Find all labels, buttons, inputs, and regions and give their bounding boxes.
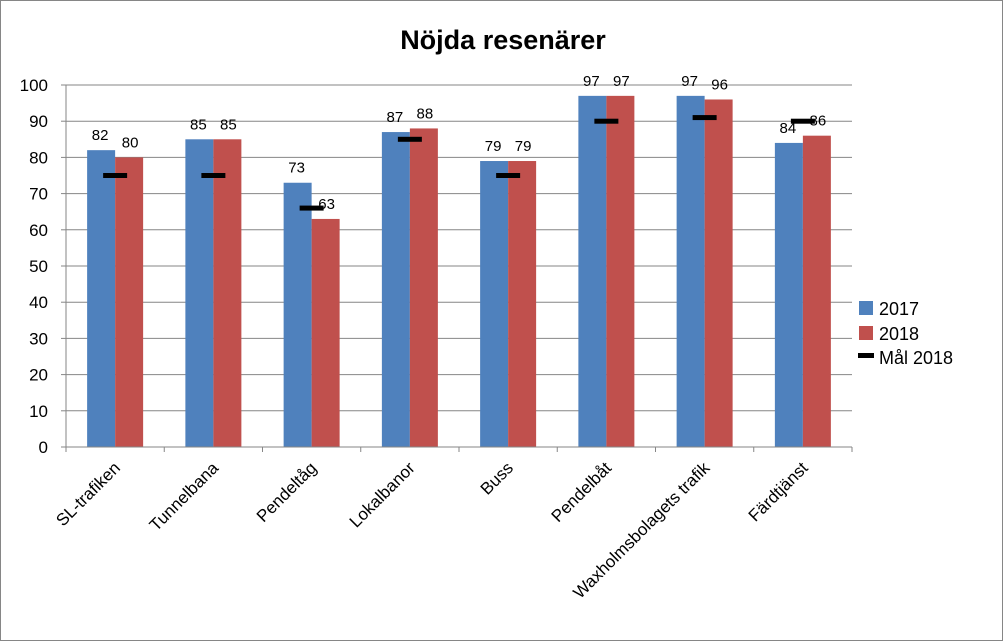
- bar-2017-2: [283, 182, 312, 448]
- bar-2017-7: [774, 142, 803, 448]
- legend-swatch-target: [858, 353, 874, 358]
- bar-2018-3: [409, 128, 438, 447]
- data-label-2017-0: 82: [92, 127, 109, 144]
- category-label-4: Buss: [477, 458, 517, 498]
- bar-2018-7: [802, 135, 831, 447]
- category-label-1: Tunnelbana: [146, 458, 223, 535]
- bar-2017-5: [578, 95, 607, 448]
- category-label-0: SL-trafiken: [52, 458, 124, 530]
- target-marker-5: [594, 118, 619, 124]
- y-tick-label-70: 70: [29, 185, 48, 204]
- target-marker-0: [103, 173, 128, 178]
- category-label-3: Lokalbanor: [346, 458, 419, 531]
- bar-2018-5: [606, 95, 635, 448]
- bar-2018-2: [311, 218, 340, 447]
- data-label-2018-0: 80: [122, 134, 139, 151]
- bar-2018-0: [115, 157, 144, 447]
- target-marker-4: [496, 173, 521, 178]
- data-label-2017-4: 79: [485, 138, 502, 155]
- data-label-2017-2: 73: [288, 160, 305, 177]
- legend-label-2017: 2017: [879, 299, 919, 319]
- legend-label-target: Mål 2018: [879, 348, 953, 368]
- y-tick-label-0: 0: [39, 438, 48, 457]
- data-label-2018-6: 96: [711, 76, 728, 93]
- target-marker-2: [299, 205, 324, 211]
- category-label-2: Pendeltåg: [253, 458, 321, 526]
- legend-swatch-2017: [859, 301, 873, 315]
- y-tick-label-60: 60: [29, 221, 48, 240]
- data-label-2018-4: 79: [515, 138, 532, 155]
- legend-label-2018: 2018: [879, 324, 919, 344]
- y-tick-label-50: 50: [29, 257, 48, 276]
- bar-2018-6: [704, 99, 733, 447]
- bar-2017-3: [381, 132, 410, 447]
- bar-2017-0: [87, 150, 116, 447]
- target-marker-1: [201, 173, 226, 178]
- data-label-2017-7: 84: [780, 120, 797, 137]
- category-label-7: Färdtjänst: [745, 458, 812, 525]
- gridlines: [66, 84, 852, 412]
- bar-2017-1: [185, 139, 214, 448]
- data-label-2017-6: 97: [681, 73, 698, 90]
- bar-2018-4: [508, 161, 537, 447]
- y-tick-label-20: 20: [29, 366, 48, 385]
- x-axis-category-labels: SL-trafiken Tunnelbana Pendeltåg Lokalbanor…: [52, 447, 853, 602]
- chart-title: Nöjda resenärer: [400, 25, 606, 55]
- target-marker-6: [692, 115, 717, 121]
- target-marker-7: [790, 118, 815, 124]
- target-markers: [103, 115, 815, 211]
- target-marker-3: [397, 136, 422, 142]
- bar-2017-6: [676, 95, 705, 448]
- data-label-2017-1: 85: [190, 116, 207, 133]
- category-label-5: Pendelbåt: [548, 458, 616, 526]
- legend: 2017 2018 Mål 2018: [858, 299, 953, 368]
- data-label-2017-5: 97: [583, 73, 600, 90]
- bars: [87, 95, 831, 448]
- data-label-2018-3: 88: [417, 105, 434, 122]
- bar-2017-4: [480, 161, 509, 447]
- data-label-2018-7: 86: [810, 113, 827, 130]
- y-tick-label-90: 90: [29, 112, 48, 131]
- data-label-2018-1: 85: [220, 116, 237, 133]
- legend-swatch-2018: [859, 326, 873, 340]
- data-label-2018-5: 97: [613, 73, 630, 90]
- y-tick-label-80: 80: [29, 148, 48, 167]
- y-axis-ticks: 0 10 20 30 40 50 60 70 80 90 100: [20, 76, 66, 457]
- data-label-2018-2: 63: [318, 196, 335, 213]
- data-labels: 82 80 85 85 73 63 87 88 79 79 97 97 97 96 84 86: [92, 73, 826, 213]
- data-label-2017-3: 87: [387, 109, 404, 126]
- y-tick-label-100: 100: [20, 76, 48, 95]
- y-tick-label-10: 10: [29, 402, 48, 421]
- y-tick-label-30: 30: [29, 329, 48, 348]
- bar-2018-1: [213, 139, 242, 448]
- y-tick-label-40: 40: [29, 293, 48, 312]
